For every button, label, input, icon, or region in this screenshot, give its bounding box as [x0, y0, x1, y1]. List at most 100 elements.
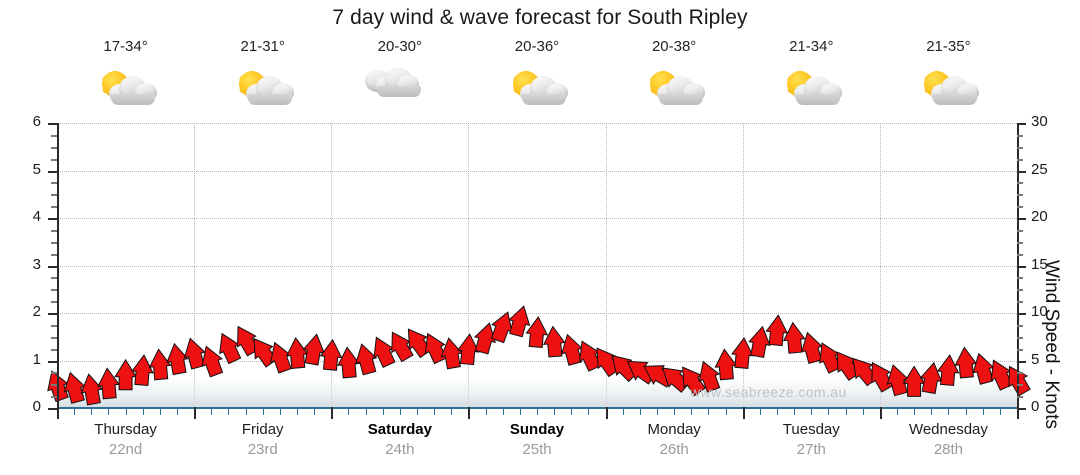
time-tick	[245, 407, 247, 415]
day-header-wednesday: 21-35°	[880, 38, 1017, 124]
time-tick	[142, 407, 144, 415]
day-divider	[194, 123, 196, 408]
wind-arrow	[80, 373, 103, 406]
axis-minor-tick	[1017, 206, 1023, 209]
time-tick	[691, 407, 693, 415]
wind-arrow	[201, 345, 224, 378]
wind-arrow	[525, 316, 549, 349]
gridline	[57, 265, 1017, 267]
time-tick	[502, 407, 504, 415]
time-tick	[519, 407, 521, 415]
axis-tick	[48, 360, 57, 363]
wind-arrow	[936, 354, 960, 387]
wind-arrow	[440, 337, 463, 370]
temperature-range: 21-34°	[789, 38, 834, 55]
wind-arrow-series	[47, 305, 1031, 406]
gridline	[57, 313, 1017, 314]
axis-minor-tick	[1017, 158, 1023, 161]
right-axis-label: 0	[1031, 398, 1040, 415]
day-header-monday: 20-38°	[606, 38, 743, 124]
time-tick	[297, 407, 298, 415]
axis-tick	[48, 170, 57, 173]
axis-minor-tick	[51, 396, 57, 399]
day-name: Sunday	[509, 421, 565, 438]
axis-minor-tick	[51, 384, 57, 387]
sun-behind-cloud-icon	[774, 60, 848, 118]
time-tick	[279, 407, 281, 415]
day-date: 26th	[659, 441, 689, 458]
gridline	[57, 123, 1017, 124]
wind-arrow	[131, 354, 154, 387]
wind-arrow	[302, 333, 325, 366]
gridline	[57, 170, 1017, 172]
time-tick	[999, 407, 1001, 415]
time-tick	[554, 407, 556, 415]
day-header-sunday: 20-36°	[468, 38, 605, 124]
sun-behind-cloud-icon	[500, 60, 574, 118]
right-axis-label: 10	[1031, 303, 1048, 320]
time-tick	[91, 407, 93, 415]
axis-minor-tick	[51, 277, 57, 280]
time-tick	[331, 407, 334, 419]
wind-arrow	[731, 337, 754, 369]
wind-arrow	[219, 332, 242, 365]
time-tick	[451, 407, 453, 415]
sun-behind-cloud-icon	[637, 60, 711, 118]
wind-arrow	[782, 321, 806, 354]
plot-area	[47, 123, 1031, 408]
left-axis-label: 4	[32, 208, 41, 225]
time-tick	[177, 407, 178, 415]
time-tick	[417, 407, 418, 415]
day-date: 24th	[385, 441, 415, 458]
temperature-range: 20-30°	[377, 38, 423, 55]
axis-tick	[1017, 265, 1026, 268]
wind-arrow	[270, 341, 292, 374]
time-tick	[639, 407, 641, 415]
time-tick	[1017, 407, 1019, 419]
temperature-range: 21-31°	[240, 38, 285, 55]
time-tick	[742, 407, 745, 419]
right-axis-label: 5	[1031, 350, 1040, 368]
time-tick	[228, 407, 230, 415]
time-tick	[914, 407, 916, 415]
right-axis-label: 25	[1031, 160, 1048, 178]
day-date: 23rd	[247, 441, 278, 458]
axis-minor-tick	[1017, 336, 1023, 339]
time-tick	[897, 407, 898, 415]
gridline	[57, 218, 1017, 219]
wind-arrow	[473, 322, 496, 355]
time-tick	[828, 407, 830, 415]
cloud-icon	[363, 60, 437, 118]
axis-minor-tick	[1017, 348, 1023, 351]
axis-tick	[1017, 408, 1026, 410]
right-axis-label: 30	[1031, 113, 1048, 130]
day-divider	[879, 123, 881, 408]
axis-minor-tick	[51, 289, 57, 292]
time-tick	[794, 407, 796, 415]
gridline	[57, 360, 1017, 362]
time-tick	[879, 407, 882, 419]
axis-tick	[48, 408, 57, 410]
left-axis-label: 3	[32, 255, 41, 273]
wind-arrow	[682, 366, 706, 397]
day-label-sunday: Sunday 25th	[468, 420, 605, 468]
right-axis-label: 15	[1031, 255, 1048, 273]
sun-behind-cloud-icon	[226, 60, 300, 118]
axis-minor-tick	[1017, 146, 1023, 149]
time-tick	[811, 407, 813, 415]
day-name: Wednesday	[908, 421, 988, 438]
axis-minor-tick	[1017, 194, 1023, 197]
axis-tick	[48, 218, 57, 220]
wind-arrow	[355, 343, 378, 376]
time-tick	[468, 407, 471, 419]
axis-minor-tick	[51, 194, 57, 197]
wind-arrow	[337, 346, 360, 379]
axis-minor-tick	[51, 158, 57, 161]
day-date: 25th	[522, 441, 552, 458]
time-tick	[194, 407, 197, 419]
left-axis-line	[57, 123, 59, 408]
wind-arrow	[765, 314, 789, 347]
temperature-range: 20-36°	[514, 38, 560, 55]
time-tick	[365, 407, 367, 415]
